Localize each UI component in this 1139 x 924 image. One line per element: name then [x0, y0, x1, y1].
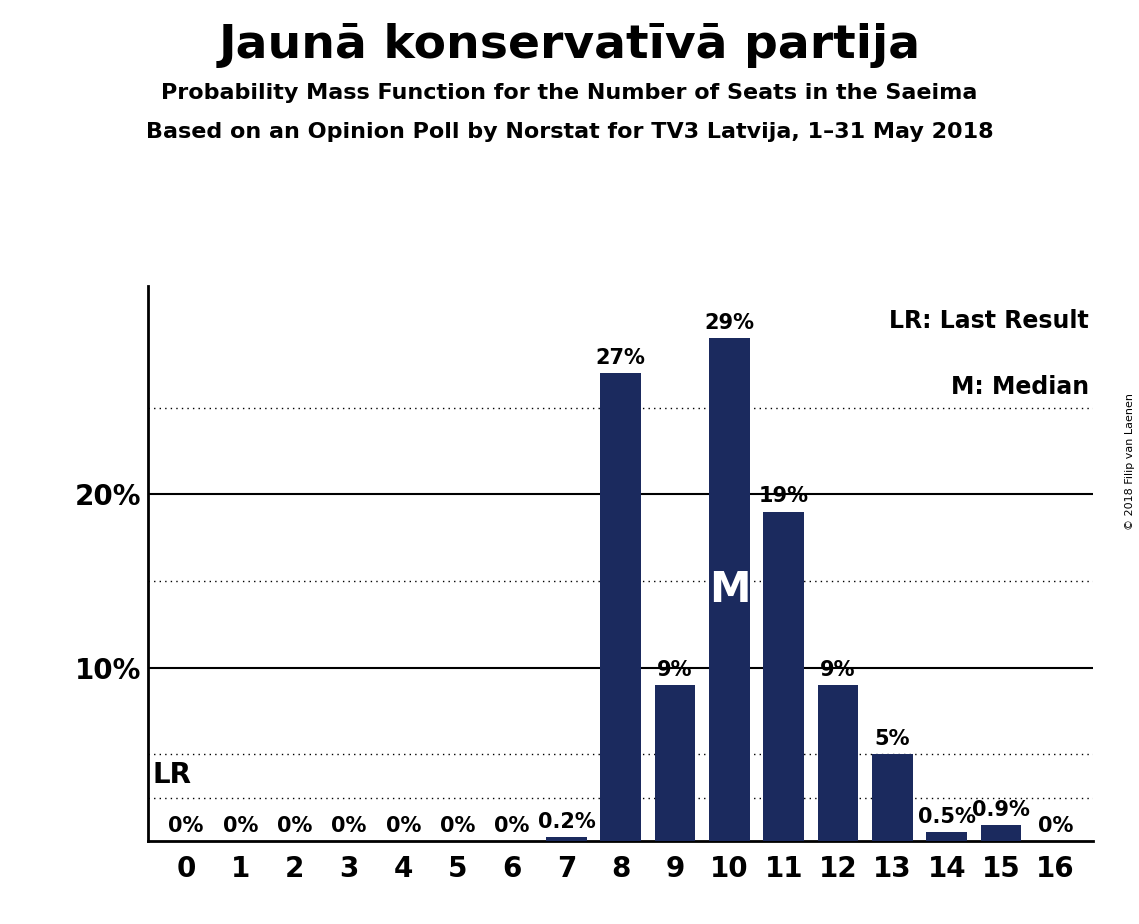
- Bar: [600, 373, 641, 841]
- Text: 27%: 27%: [596, 347, 646, 368]
- Text: 9%: 9%: [657, 660, 693, 680]
- Bar: [818, 685, 859, 841]
- Text: 0%: 0%: [386, 816, 421, 835]
- Bar: [926, 833, 967, 841]
- Text: LR: LR: [153, 760, 191, 789]
- Text: 0%: 0%: [440, 816, 475, 835]
- Text: 0%: 0%: [277, 816, 312, 835]
- Text: 0.2%: 0.2%: [538, 812, 596, 833]
- Text: 19%: 19%: [759, 486, 809, 506]
- Text: 9%: 9%: [820, 660, 855, 680]
- Text: M: M: [708, 568, 751, 611]
- Text: Probability Mass Function for the Number of Seats in the Saeima: Probability Mass Function for the Number…: [162, 83, 977, 103]
- Text: 0.9%: 0.9%: [973, 800, 1030, 821]
- Text: 0.5%: 0.5%: [918, 807, 976, 827]
- Text: Jaunā konservatīvā partija: Jaunā konservatīvā partija: [219, 23, 920, 68]
- Text: 5%: 5%: [875, 729, 910, 749]
- Text: © 2018 Filip van Laenen: © 2018 Filip van Laenen: [1125, 394, 1134, 530]
- Text: 0%: 0%: [331, 816, 367, 835]
- Bar: [655, 685, 696, 841]
- Text: 29%: 29%: [704, 313, 754, 334]
- Text: 0%: 0%: [169, 816, 204, 835]
- Bar: [763, 512, 804, 841]
- Text: 0%: 0%: [494, 816, 530, 835]
- Text: 0%: 0%: [223, 816, 259, 835]
- Text: Based on an Opinion Poll by Norstat for TV3 Latvija, 1–31 May 2018: Based on an Opinion Poll by Norstat for …: [146, 122, 993, 142]
- Bar: [710, 338, 749, 841]
- Bar: [546, 837, 587, 841]
- Text: LR: Last Result: LR: Last Result: [888, 309, 1089, 333]
- Bar: [872, 754, 912, 841]
- Text: 0%: 0%: [1038, 816, 1073, 835]
- Bar: [981, 825, 1022, 841]
- Text: M: Median: M: Median: [951, 375, 1089, 399]
